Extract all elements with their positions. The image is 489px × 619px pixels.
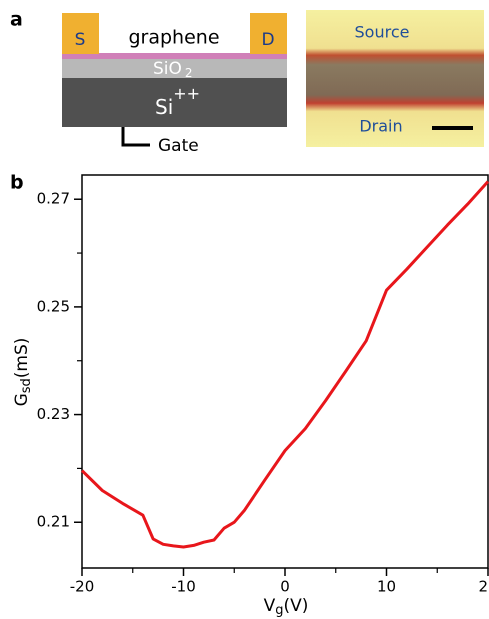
device-photo <box>306 10 484 147</box>
x-label-unit: (V) <box>284 596 309 616</box>
y-label-unit: (mS) <box>12 338 32 379</box>
x-tick-label: 0 <box>280 578 290 596</box>
x-axis-label: Vg(V) <box>264 596 309 618</box>
drain-pad <box>250 13 287 54</box>
photo-source-label: Source <box>355 23 410 42</box>
si-layer <box>62 78 287 127</box>
x-tick-label: 20 <box>478 578 489 596</box>
substrate-label: Si++ <box>155 84 200 119</box>
x-tick-label: -20 <box>70 578 95 596</box>
x-tick-label: -10 <box>171 578 196 596</box>
oxide-layer <box>62 58 287 78</box>
oxide-label: SiO 2 <box>153 59 193 80</box>
graphene-layer <box>62 53 287 59</box>
y-label-main: G <box>12 393 32 406</box>
source-label: S <box>75 30 86 50</box>
substrate-sup: ++ <box>173 84 200 103</box>
gate-label: Gate <box>158 136 199 156</box>
oxide-sub: 2 <box>185 66 193 80</box>
source-pad <box>62 13 99 54</box>
drain-label: D <box>261 30 274 50</box>
x-label-main: V <box>264 596 276 616</box>
panel-label: a <box>10 9 23 31</box>
oxide-main: SiO <box>153 59 182 79</box>
y-tick-label: 0.25 <box>37 297 70 315</box>
y-axis-label: Gsd(mS) <box>12 338 34 407</box>
y-tick-label: 0.27 <box>37 190 70 208</box>
x-tick-label: 10 <box>377 578 396 596</box>
y-label-sub: sd <box>19 378 34 393</box>
x-label-sub: g <box>275 603 283 618</box>
panel-label: b <box>10 172 24 194</box>
gate-lead <box>121 127 150 147</box>
y-tick-label: 0.21 <box>37 513 70 531</box>
plot-frame <box>81 174 489 569</box>
data-line <box>80 180 489 549</box>
photo-drain-label: Drain <box>359 117 402 136</box>
channel-label: graphene <box>128 27 219 49</box>
y-tick-label: 0.23 <box>37 405 70 423</box>
substrate-main: Si <box>155 95 173 119</box>
